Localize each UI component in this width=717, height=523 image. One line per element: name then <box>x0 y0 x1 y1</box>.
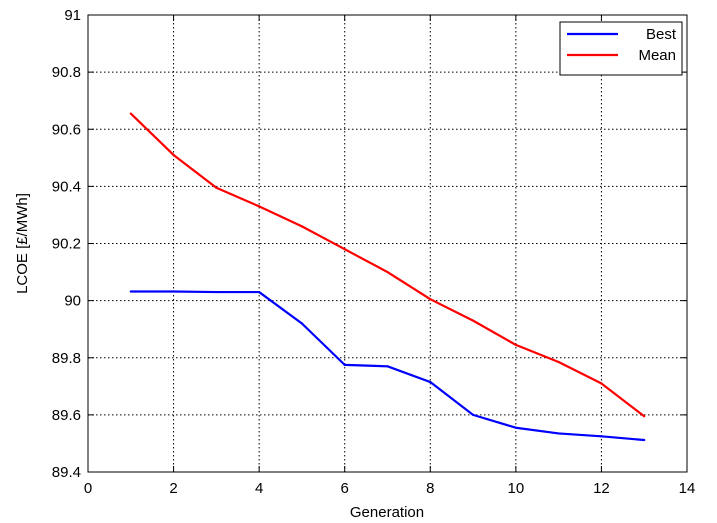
data-point-best <box>643 438 646 442</box>
series-lines <box>129 112 646 442</box>
x-tick-label: 6 <box>341 480 349 497</box>
data-point-best <box>600 435 603 438</box>
x-tick-label: 4 <box>255 480 263 497</box>
legend: Best Mean <box>559 21 683 76</box>
y-tick-label: 90.2 <box>52 236 81 253</box>
x-tick-labels: 0 2 4 6 8 10 12 14 <box>84 480 696 497</box>
x-tick-label: 14 <box>679 480 696 497</box>
y-tick-label: 90.8 <box>52 64 81 81</box>
data-point-best <box>343 363 346 366</box>
data-point-best <box>129 290 132 293</box>
data-point-mean <box>172 153 175 157</box>
y-tick-label: 90 <box>64 293 81 310</box>
x-tick-label: 12 <box>593 480 610 497</box>
data-point-mean <box>300 225 304 228</box>
y-tick-label: 89.6 <box>52 407 81 424</box>
grid-lines <box>88 15 687 472</box>
data-point-mean <box>557 360 560 364</box>
data-point-mean <box>600 382 603 385</box>
data-point-best <box>215 290 218 294</box>
y-tick-label: 90.4 <box>52 178 81 195</box>
y-tick-label: 89.8 <box>52 350 81 367</box>
plot-background <box>88 15 687 472</box>
data-point-best <box>429 380 432 384</box>
data-point-mean <box>343 248 346 251</box>
y-axis-title: LCOE [£/MWh] <box>14 193 31 294</box>
legend-entries: Best Mean <box>567 26 677 64</box>
legend-box <box>559 21 683 76</box>
data-point-best <box>386 365 389 368</box>
data-point-mean <box>258 205 261 208</box>
y-tick-label: 89.4 <box>52 464 81 481</box>
y-tick-label: 91 <box>64 7 81 24</box>
data-point-best <box>471 413 475 416</box>
data-point-mean <box>215 186 218 189</box>
x-tick-label: 8 <box>426 480 434 497</box>
data-point-mean <box>129 112 132 115</box>
y-tick-labels: 89.4 89.6 89.8 90 90.2 90.4 90.6 90.8 91 <box>52 7 81 481</box>
legend-label-best: Best <box>646 26 677 43</box>
data-point-best <box>557 432 560 435</box>
legend-label-mean: Mean <box>638 47 676 64</box>
data-point-mean <box>514 343 517 346</box>
data-point-mean <box>643 415 646 418</box>
data-point-mean <box>471 319 475 322</box>
data-point-best <box>258 290 261 294</box>
data-point-mean <box>429 298 432 301</box>
x-tick-label: 2 <box>169 480 177 497</box>
x-tick-label: 0 <box>84 480 92 497</box>
data-point-best <box>172 290 175 293</box>
x-axis-title: Generation <box>350 504 424 521</box>
y-tick-label: 90.6 <box>52 121 81 138</box>
data-point-best <box>300 322 304 325</box>
data-point-best <box>514 426 517 429</box>
x-tick-label: 10 <box>508 480 525 497</box>
data-point-mean <box>386 270 389 274</box>
